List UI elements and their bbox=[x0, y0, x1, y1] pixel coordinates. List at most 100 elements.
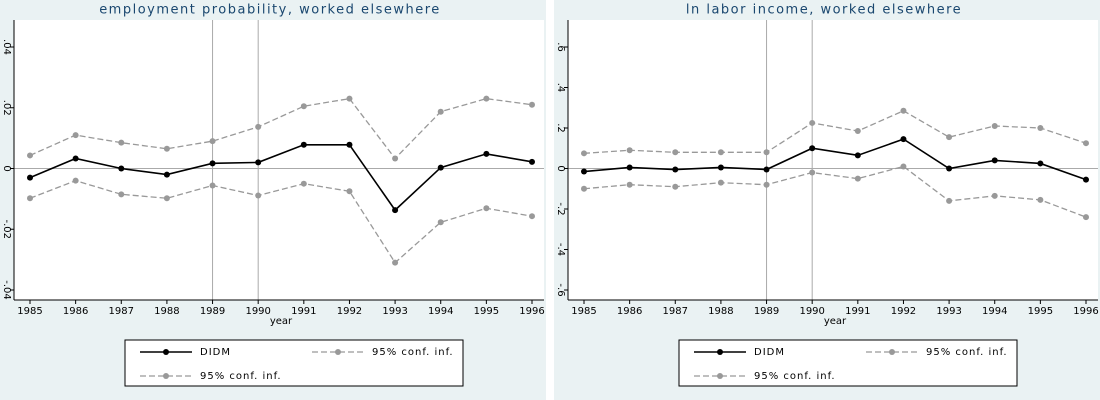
point bbox=[483, 205, 490, 212]
point bbox=[300, 103, 307, 110]
point bbox=[346, 141, 353, 148]
x-tick-label: 1991 bbox=[845, 306, 870, 317]
x-axis-label: year bbox=[270, 316, 293, 327]
y-tick-label: -.6 bbox=[555, 283, 566, 296]
point bbox=[72, 155, 79, 162]
x-tick-label: 1996 bbox=[519, 306, 544, 317]
y-tick-label: -.2 bbox=[555, 202, 566, 215]
legend-label: 95% conf. inf. bbox=[754, 371, 836, 382]
point bbox=[991, 122, 998, 129]
legend-box bbox=[124, 339, 464, 387]
x-tick-label: 1994 bbox=[428, 306, 453, 317]
point bbox=[163, 145, 170, 152]
legend-label: 95% conf. inf. bbox=[200, 371, 282, 382]
point bbox=[991, 192, 998, 199]
point bbox=[483, 150, 490, 157]
point bbox=[717, 179, 724, 186]
point bbox=[854, 175, 861, 182]
point bbox=[437, 164, 444, 171]
point bbox=[27, 152, 33, 159]
x-tick-label: 1991 bbox=[291, 306, 316, 317]
x-tick-label: 1996 bbox=[1073, 306, 1098, 317]
point bbox=[1037, 160, 1044, 167]
x-tick-label: 1986 bbox=[617, 306, 642, 317]
point bbox=[1037, 196, 1044, 203]
y-tick-label: 0 bbox=[555, 165, 566, 171]
point bbox=[392, 207, 399, 214]
chart: ln labor income, worked elsewhere -.6 -.4 -… bbox=[554, 0, 1100, 400]
point bbox=[392, 259, 399, 266]
x-tick-label: 1993 bbox=[936, 306, 961, 317]
point bbox=[255, 159, 262, 166]
y-tick-label: 0 bbox=[1, 165, 12, 171]
series-line bbox=[583, 165, 1087, 218]
legend-marker bbox=[889, 349, 895, 355]
x-tick-label: 1987 bbox=[663, 306, 688, 317]
x-tick-label: 1987 bbox=[109, 306, 134, 317]
point bbox=[717, 164, 724, 171]
point bbox=[346, 188, 353, 195]
legend-label: DIDM bbox=[200, 347, 231, 358]
x-tick-label: 1992 bbox=[891, 306, 916, 317]
x-tick-label: 1990 bbox=[799, 306, 824, 317]
point bbox=[1083, 140, 1089, 147]
x-tick-label: 1990 bbox=[245, 306, 270, 317]
point bbox=[991, 157, 998, 164]
point bbox=[581, 185, 587, 192]
point bbox=[529, 213, 535, 220]
point bbox=[809, 119, 816, 126]
y-tick-label: .2 bbox=[555, 123, 566, 133]
point bbox=[1037, 125, 1044, 131]
point bbox=[809, 145, 816, 152]
legend-marker bbox=[163, 349, 169, 355]
point bbox=[763, 166, 770, 173]
point bbox=[209, 160, 216, 167]
point bbox=[854, 152, 861, 159]
series-line bbox=[583, 110, 1087, 154]
point bbox=[118, 165, 125, 172]
point bbox=[900, 136, 907, 143]
y-tick-label: -.04 bbox=[1, 280, 12, 300]
series-line bbox=[29, 97, 533, 160]
point bbox=[255, 192, 262, 199]
point bbox=[300, 141, 307, 148]
legend-marker bbox=[717, 349, 723, 355]
point bbox=[255, 123, 262, 130]
point bbox=[529, 158, 535, 165]
point bbox=[763, 181, 770, 188]
x-tick-label: 1993 bbox=[382, 306, 407, 317]
point bbox=[529, 101, 535, 108]
point bbox=[946, 134, 953, 141]
point bbox=[72, 132, 79, 139]
legend-label: 95% conf. inf. bbox=[372, 347, 454, 358]
legend-marker bbox=[163, 373, 169, 379]
legend-box bbox=[678, 339, 1018, 387]
chart-title: employment probability, worked elsewhere bbox=[99, 3, 441, 18]
point bbox=[717, 149, 724, 156]
x-tick-label: 1994 bbox=[982, 306, 1007, 317]
point bbox=[900, 107, 907, 114]
x-axis-label: year bbox=[824, 316, 847, 327]
y-tick-label: .04 bbox=[1, 39, 12, 55]
series-line bbox=[583, 138, 1087, 181]
point bbox=[672, 166, 679, 173]
point bbox=[27, 195, 33, 202]
point bbox=[300, 180, 307, 187]
x-tick-label: 1989 bbox=[754, 306, 779, 317]
y-tick-label: .4 bbox=[555, 83, 566, 93]
y-tick-label: .02 bbox=[1, 100, 12, 116]
point bbox=[1083, 176, 1089, 183]
y-tick-label: -.4 bbox=[555, 243, 566, 256]
x-tick-label: 1988 bbox=[154, 306, 179, 317]
y-tick-label: .6 bbox=[555, 42, 566, 52]
legend-marker bbox=[335, 349, 341, 355]
point bbox=[437, 219, 444, 226]
x-tick-label: 1986 bbox=[63, 306, 88, 317]
chart: employment probability, worked elsewhere… bbox=[0, 0, 546, 400]
point bbox=[27, 174, 33, 181]
point bbox=[763, 149, 770, 156]
point bbox=[392, 155, 399, 162]
x-tick-label: 1995 bbox=[1028, 306, 1053, 317]
point bbox=[209, 182, 216, 189]
